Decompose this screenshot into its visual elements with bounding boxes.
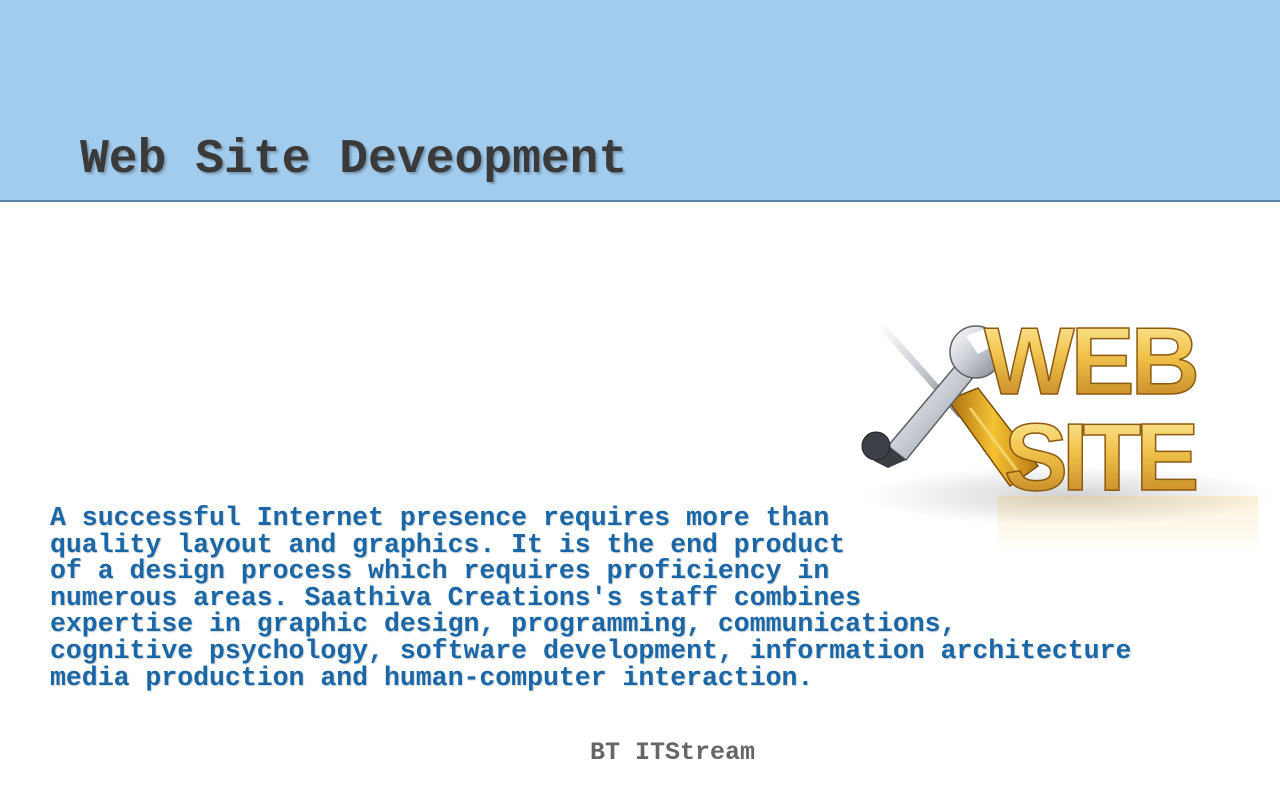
body-paragraph: A successful Internet presence requires … <box>50 505 1131 691</box>
web-site-graphic: WEB SITE <box>861 307 1268 556</box>
site-word: SITE <box>1004 404 1196 511</box>
body-line: media production and human-computer inte… <box>50 662 814 693</box>
body-line: of a design process which requires profi… <box>50 556 830 587</box>
web-word: WEB <box>984 308 1196 415</box>
slide-title: Web Site Deveopment <box>80 133 628 187</box>
body-line: A successful Internet presence requires … <box>50 503 830 533</box>
body-line: numerous areas. Saathiva Creations's sta… <box>50 582 862 613</box>
footer-label: BT ITStream <box>590 738 756 767</box>
title-band <box>0 0 1280 202</box>
wrench-icon <box>861 324 1004 468</box>
body-line: quality layout and graphics. It is the e… <box>50 529 846 560</box>
body-line: cognitive psychology, software developme… <box>50 635 1132 666</box>
body-line: expertise in graphic design, programming… <box>50 609 957 640</box>
